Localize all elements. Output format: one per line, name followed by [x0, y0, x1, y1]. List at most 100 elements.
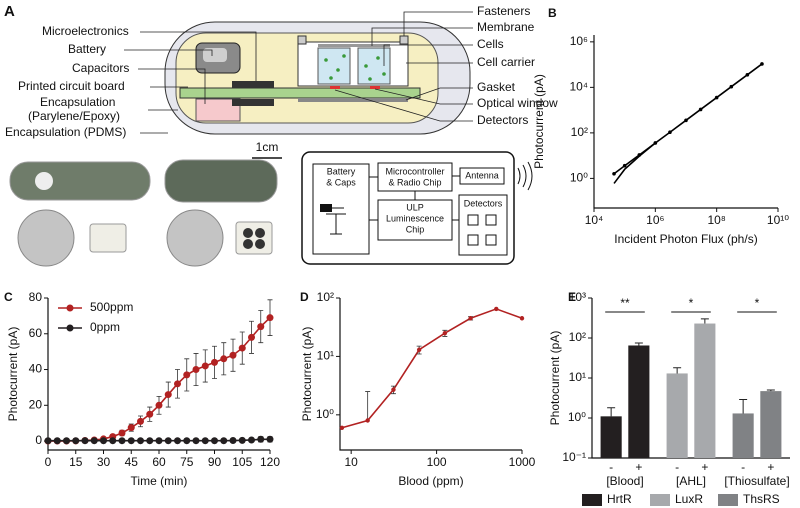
x-tick-label: 30: [97, 455, 111, 469]
block-label: Battery: [327, 166, 356, 176]
callout-label: Detectors: [477, 113, 528, 127]
axis: [339, 298, 522, 451]
block-label: Antenna: [465, 170, 499, 180]
marker: [238, 344, 246, 352]
leader-lines: [334, 11, 473, 122]
marker: [760, 62, 764, 66]
marker: [248, 436, 255, 444]
callout-label: Microelectronics: [42, 24, 129, 38]
marker: [745, 73, 750, 77]
marker: [494, 306, 499, 312]
y-tick-label: 10¹: [317, 349, 334, 363]
category-label: -: [675, 460, 679, 474]
y-tick-label: 0: [35, 433, 42, 447]
y-tick-label: 10⁰: [570, 171, 588, 185]
x-tick-label: 100: [427, 455, 447, 469]
marker: [81, 437, 89, 445]
legend-swatch: [582, 494, 602, 506]
y-tick-label: 60: [29, 326, 43, 340]
block-label: Detectors: [464, 198, 503, 208]
chip: [232, 81, 274, 88]
y-axis-label: Photocurrent (pA): [548, 331, 562, 426]
panel-letter: D: [300, 290, 309, 304]
x-tick-label: 120: [260, 455, 280, 469]
axis: [47, 298, 270, 451]
bar: [732, 413, 754, 458]
series-line: [341, 308, 523, 429]
battery-highlight: [203, 48, 227, 62]
bar: [628, 345, 650, 458]
marker: [109, 437, 117, 445]
left-callouts: Microelectronics Battery Capacitors Prin…: [5, 24, 257, 139]
marker: [44, 437, 52, 445]
leader-lines: [124, 31, 257, 134]
block: [458, 194, 508, 256]
callout-label: Encapsulation (PDMS): [5, 125, 126, 139]
panel-letter: E: [568, 290, 576, 304]
marker: [229, 437, 237, 445]
marker: [63, 437, 70, 445]
callout-label: Fasteners: [477, 4, 530, 18]
marker: [146, 410, 154, 418]
group-label: [AHL]: [676, 474, 706, 488]
panel-letter: B: [548, 6, 557, 20]
marker: [146, 437, 154, 445]
legend-label: 500ppm: [90, 300, 133, 314]
scale-bar-label: 1cm: [256, 140, 279, 154]
block: [377, 162, 453, 192]
bar: [694, 323, 716, 458]
y-tick-label: 20: [29, 397, 43, 411]
y-tick-label: 10⁻¹: [562, 450, 586, 464]
category-label: -: [741, 460, 745, 474]
device-photo-detail: [35, 172, 53, 190]
error-bar: [634, 342, 643, 346]
callout-label: Printed circuit board: [18, 79, 125, 93]
x-tick-label: 10⁸: [707, 213, 725, 227]
marker: [72, 437, 80, 445]
x-axis-label: Blood (ppm): [398, 474, 463, 488]
y-tick-label: 10¹: [569, 370, 586, 384]
marker: [155, 437, 163, 445]
marker: [183, 437, 191, 445]
significance-label: **: [620, 296, 630, 310]
marker: [174, 437, 181, 445]
series-line: [48, 317, 271, 442]
marker: [100, 437, 107, 445]
marker: [257, 435, 265, 443]
device-drawing: [164, 21, 471, 135]
x-tick-label: 15: [69, 455, 83, 469]
marker: [155, 401, 163, 409]
marker: [698, 107, 703, 112]
series-line: [613, 142, 656, 184]
chip: [232, 99, 274, 106]
cell-chamber: [317, 47, 351, 85]
y-tick-label: 80: [29, 290, 43, 304]
marker: [416, 347, 422, 352]
callout-label: Membrane: [477, 20, 535, 34]
marker: [164, 391, 172, 399]
pcb: [179, 87, 421, 99]
error-bar: [673, 367, 682, 374]
block: [377, 199, 453, 241]
cell-chamber: [357, 47, 391, 85]
bar: [600, 416, 622, 458]
marker: [266, 314, 274, 322]
callout-label: Cells: [477, 37, 504, 51]
marker: [468, 316, 473, 321]
fastener: [297, 35, 307, 45]
bar: [760, 391, 782, 458]
x-tick-label: 10⁴: [585, 213, 604, 227]
legend-label: 0ppm: [90, 320, 120, 334]
block-label: Chip: [406, 224, 425, 234]
marker: [668, 130, 672, 135]
y-tick-label: 10⁶: [570, 34, 588, 48]
y-axis-label: Photocurrent (pA): [300, 327, 314, 422]
panel-letter: C: [4, 290, 13, 304]
callout-label: Battery: [68, 42, 106, 56]
group-label: [Blood]: [606, 474, 643, 488]
marker: [729, 84, 734, 89]
error-bar: [766, 389, 775, 392]
block-label: Luminescence: [386, 213, 444, 223]
callout-label: Capacitors: [72, 61, 129, 75]
